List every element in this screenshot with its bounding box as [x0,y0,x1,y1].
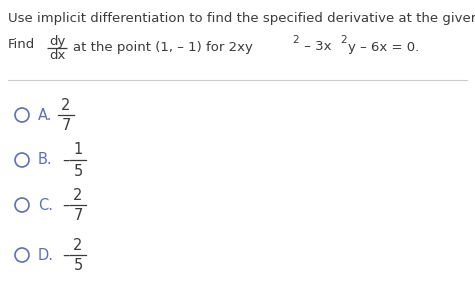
Text: 2: 2 [340,35,347,45]
Text: B.: B. [38,152,53,168]
Text: 7: 7 [61,118,71,134]
Text: –: – [62,248,69,262]
Text: 2: 2 [292,35,299,45]
Text: dx: dx [49,49,65,62]
Text: 2: 2 [73,187,83,203]
Text: –: – [62,198,69,212]
Text: 2: 2 [61,97,71,113]
Text: Find: Find [8,38,35,51]
Text: 5: 5 [73,258,83,274]
Text: A.: A. [38,107,53,123]
Text: C.: C. [38,198,53,212]
Text: – 3x: – 3x [300,40,332,54]
Text: 2: 2 [73,237,83,253]
Text: Use implicit differentiation to find the specified derivative at the given point: Use implicit differentiation to find the… [8,12,475,25]
Text: D.: D. [38,248,54,262]
Text: at the point (1, – 1) for 2xy: at the point (1, – 1) for 2xy [73,40,253,54]
Text: 7: 7 [73,208,83,223]
Text: 5: 5 [73,164,83,178]
Text: –: – [62,152,69,168]
Text: 1: 1 [73,143,83,157]
Text: dy: dy [49,35,65,48]
Text: y – 6x = 0.: y – 6x = 0. [348,40,419,54]
